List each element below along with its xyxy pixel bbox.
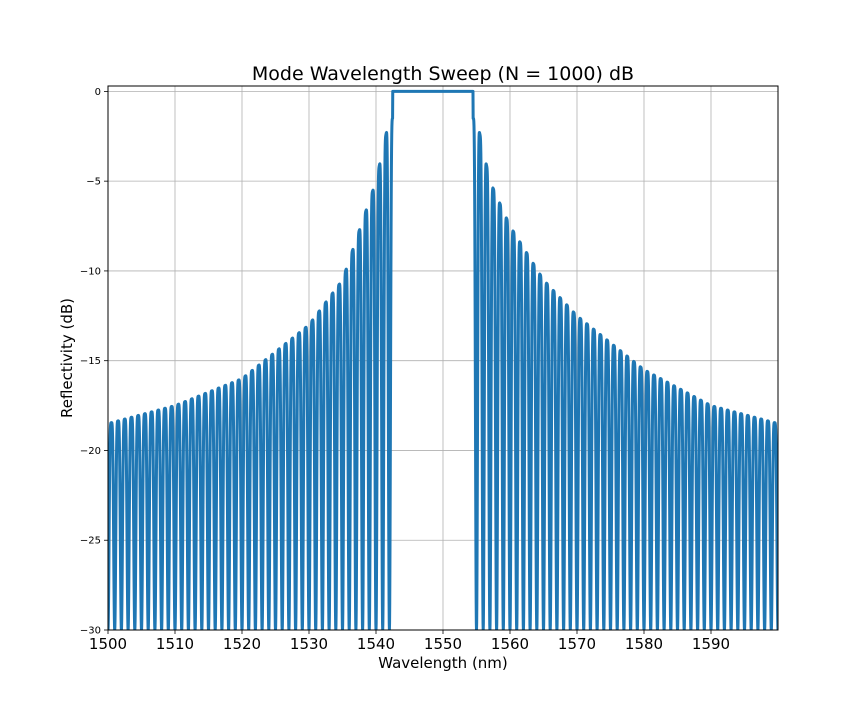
y-tick-label: −10	[80, 266, 101, 277]
chart-title: Mode Wavelength Sweep (N = 1000) dB	[252, 63, 634, 85]
y-tick-label: −20	[80, 446, 101, 457]
reflectivity-line	[108, 89, 778, 630]
x-tick-label: 1580	[625, 635, 663, 653]
x-axis: 1500 1510 1520 1530 1540 1550 1560 1570 1580 1590	[89, 630, 730, 653]
x-tick-label: 1550	[424, 635, 462, 653]
y-tick-label: 0	[95, 87, 101, 98]
reflectivity-series	[108, 89, 778, 630]
y-axis-label: Reflectivity (dB)	[58, 298, 76, 418]
x-tick-label: 1520	[223, 635, 261, 653]
y-axis: 0 −5 −10 −15 −20 −25 −30	[80, 87, 108, 637]
y-tick-label: −5	[86, 177, 101, 188]
y-tick-label: −15	[80, 356, 101, 367]
x-axis-label: Wavelength (nm)	[378, 654, 508, 672]
x-tick-label: 1530	[290, 635, 328, 653]
x-tick-label: 1510	[156, 635, 194, 653]
x-tick-label: 1570	[558, 635, 596, 653]
y-tick-label: −30	[80, 626, 101, 637]
x-tick-label: 1560	[491, 635, 529, 653]
x-tick-label: 1500	[89, 635, 127, 653]
x-tick-label: 1590	[692, 635, 730, 653]
plot-area	[107, 85, 779, 631]
x-tick-label: 1540	[357, 635, 395, 653]
y-tick-label: −25	[80, 536, 101, 547]
